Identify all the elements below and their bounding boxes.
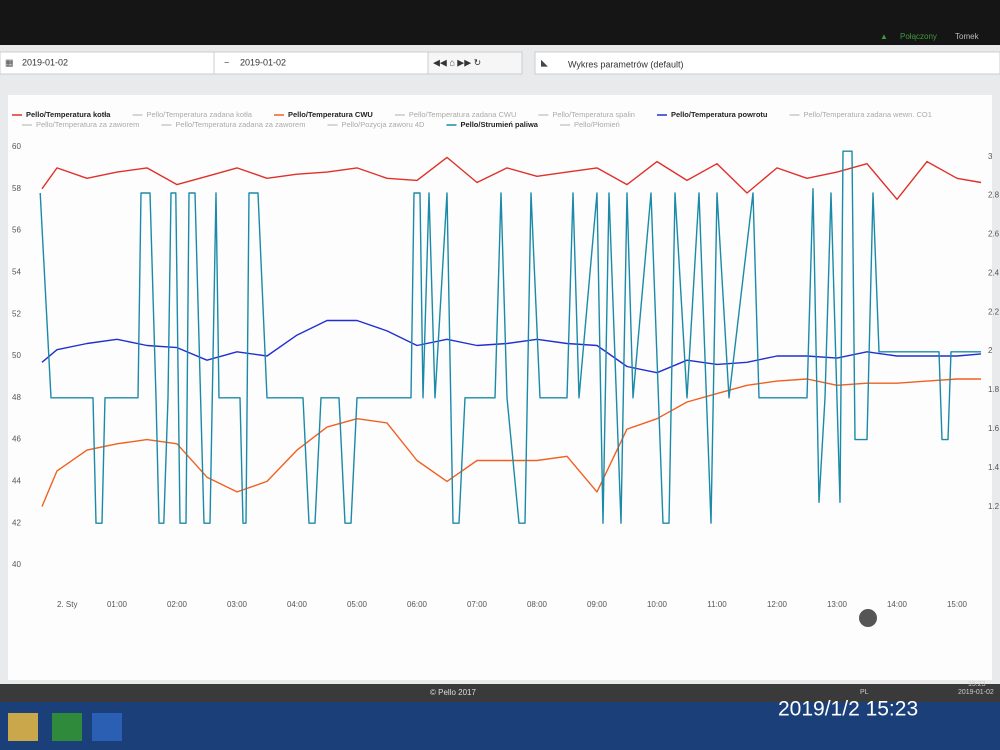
footer-bar xyxy=(0,684,1000,702)
footer: © Pello 2017 xyxy=(430,688,476,697)
y-tick-label: 42 xyxy=(12,518,21,527)
x-tick-label: 10:00 xyxy=(647,600,668,609)
status-icon: ▲ xyxy=(880,32,888,41)
legend-entry[interactable]: Pello/Temperatura za zaworem xyxy=(36,120,139,129)
legend-entry[interactable]: Pello/Strumień paliwa xyxy=(460,120,538,129)
x-tick-label: 12:00 xyxy=(767,600,788,609)
y-tick-label: 48 xyxy=(12,393,21,402)
y-tick-label: 40 xyxy=(12,560,21,569)
chart-select-label: Wykres parametrów (default) xyxy=(568,59,683,69)
x-tick-label: 14:00 xyxy=(887,600,908,609)
x-tick-label: 07:00 xyxy=(467,600,488,609)
minus-icon: − xyxy=(224,57,229,67)
y2-tick-label: 2 xyxy=(988,346,993,355)
legend-entry[interactable]: Pello/Temperatura powrotu xyxy=(671,110,768,119)
y2-tick-label: 2.6 xyxy=(988,230,1000,239)
y2-tick-label: 2.8 xyxy=(988,191,1000,200)
x-tick-label: 13:00 xyxy=(827,600,848,609)
y2-tick-label: 2.4 xyxy=(988,268,1000,277)
nav-buttons[interactable] xyxy=(427,51,523,75)
x-tick-label: 05:00 xyxy=(347,600,368,609)
x-tick-label: 03:00 xyxy=(227,600,248,609)
photo-stamp: 2019/1/2 15:23 xyxy=(778,698,918,721)
excel-icon[interactable] xyxy=(52,713,82,741)
status: Połączony xyxy=(900,32,937,41)
y2-tick-label: 1.2 xyxy=(988,502,1000,511)
nav-icons: ◀◀ ⌂ ▶▶ ↻ xyxy=(433,57,481,67)
chart-select[interactable] xyxy=(534,51,1000,75)
y2-tick-label: 2.2 xyxy=(988,307,1000,316)
y-tick-label: 60 xyxy=(12,142,21,151)
tray-lang: PL xyxy=(860,689,869,696)
y-tick-label: 56 xyxy=(12,226,21,235)
legend-entry[interactable]: Pello/Temperatura zadana CWU xyxy=(409,110,517,119)
y-tick-label: 50 xyxy=(12,351,21,360)
explorer-icon[interactable] xyxy=(8,713,38,741)
legend-entry[interactable]: Pello/Płomień xyxy=(574,120,620,129)
y2-tick-label: 1.6 xyxy=(988,424,1000,433)
legend-entry[interactable]: Pello/Temperatura zadana za zaworem xyxy=(175,120,305,129)
y-tick-label: 54 xyxy=(12,268,21,277)
taskbar xyxy=(0,702,1000,750)
chart-icon: ◣ xyxy=(541,57,548,67)
y-tick-label: 58 xyxy=(12,184,21,193)
x-tick-label: 15:00 xyxy=(947,600,968,609)
word-icon[interactable] xyxy=(92,713,122,741)
legend-entry[interactable]: Pello/Pozycja zaworu 4D xyxy=(341,120,425,129)
x-tick-label: 04:00 xyxy=(287,600,308,609)
top-bar xyxy=(0,0,1000,45)
y-tick-label: 44 xyxy=(12,477,21,486)
x-tick-label: 06:00 xyxy=(407,600,428,609)
legend-entry[interactable]: Pello/Temperatura spalin xyxy=(552,110,635,119)
user[interactable]: Tomek xyxy=(955,32,980,41)
series-line xyxy=(41,156,982,200)
y2-tick-label: 3 xyxy=(988,152,993,161)
x-tick-label: 2. Sty xyxy=(57,600,77,609)
legend-entry[interactable]: Pello/Temperatura zadana kotła xyxy=(146,110,252,119)
legend-entry[interactable]: Pello/Temperatura kotła xyxy=(26,110,111,119)
tray-date: 2019-01-02 xyxy=(958,689,994,696)
series-line xyxy=(39,150,981,524)
date-from: 2019-01-02 xyxy=(22,57,68,67)
x-tick-label: 08:00 xyxy=(527,600,548,609)
date-to: 2019-01-02 xyxy=(240,57,286,67)
x-tick-label: 11:00 xyxy=(707,600,727,609)
x-tick-label: 01:00 xyxy=(107,600,128,609)
y2-tick-label: 1.8 xyxy=(988,385,1000,394)
tray-time: 15:23 xyxy=(968,681,986,688)
legend-entry[interactable]: Pello/Temperatura CWU xyxy=(288,110,373,119)
y-tick-label: 46 xyxy=(12,435,21,444)
round-button[interactable] xyxy=(859,609,877,627)
x-tick-label: 09:00 xyxy=(587,600,608,609)
legend-entry[interactable]: Pello/Temperatura zadana wewn. CO1 xyxy=(804,110,932,119)
calendar-icon: ▦ xyxy=(5,57,14,67)
y-tick-label: 52 xyxy=(12,309,21,318)
y2-tick-label: 1.4 xyxy=(988,463,1000,472)
x-tick-label: 02:00 xyxy=(167,600,188,609)
